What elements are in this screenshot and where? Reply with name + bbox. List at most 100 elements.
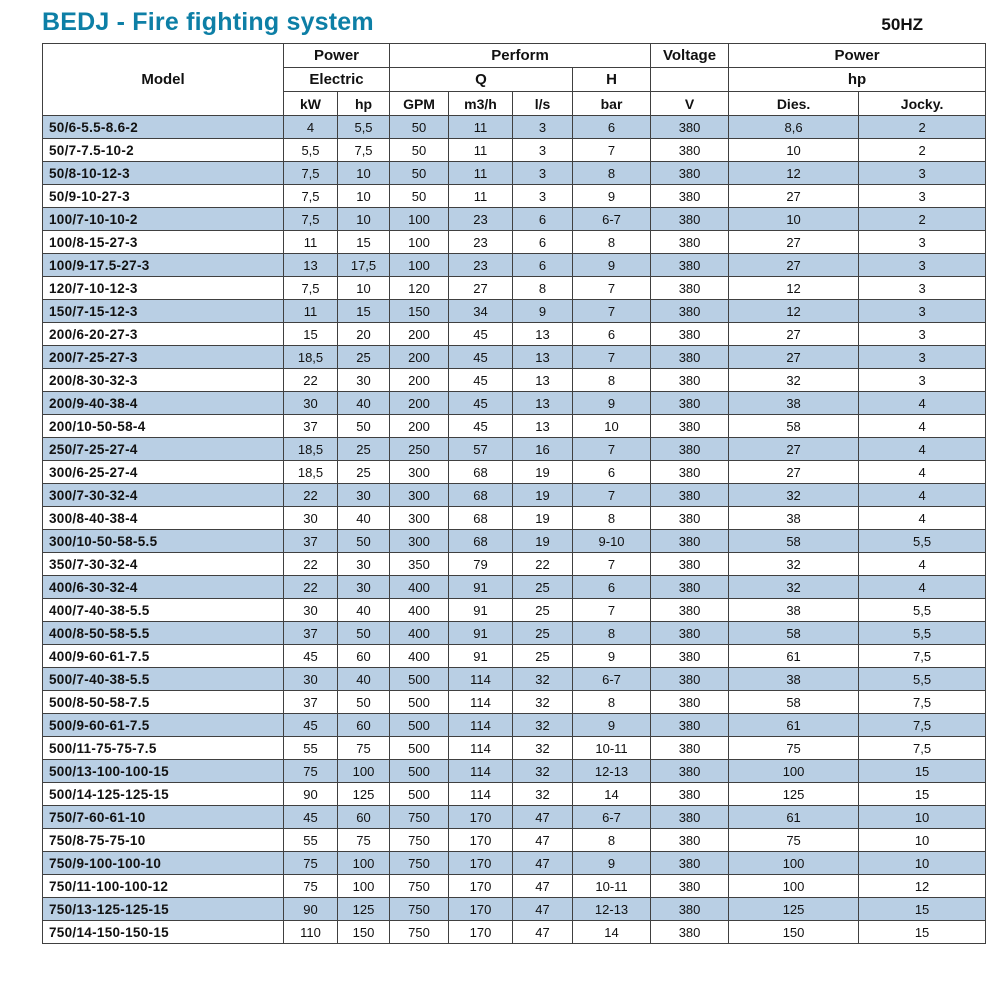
value-cell: 2	[858, 207, 987, 231]
value-cell: 6	[572, 460, 652, 484]
value-cell: 37	[283, 690, 338, 714]
value-cell: 5,5	[858, 529, 987, 553]
value-cell: 75	[336, 828, 391, 852]
value-cell: 4	[858, 483, 987, 507]
value-cell: 50	[389, 161, 450, 185]
model-cell: 200/10-50-58-4	[42, 414, 284, 438]
table-row: 500/11-75-75-7.5 55 75 500 114 32 10-11 380 75 7,…	[42, 736, 987, 760]
value-cell: 47	[512, 920, 574, 944]
table-row: 750/11-100-100-12 75 100 750 170 47 10-11 380 10…	[42, 874, 987, 898]
value-cell: 114	[448, 667, 514, 691]
value-cell: 380	[650, 437, 730, 461]
model-cell: 200/8-30-32-3	[42, 368, 284, 392]
table-row: 250/7-25-27-4 18,5 25 250 57 16 7 380 27 4	[42, 437, 987, 461]
header-row-1: Model Power Perform Voltage Power	[42, 43, 987, 116]
value-cell: 4	[858, 575, 987, 599]
value-cell: 500	[389, 713, 450, 737]
value-cell: 380	[650, 414, 730, 438]
value-cell: 91	[448, 621, 514, 645]
value-cell: 8,6	[728, 115, 860, 139]
value-cell: 380	[650, 483, 730, 507]
value-cell: 400	[389, 621, 450, 645]
value-cell: 8	[572, 506, 652, 530]
value-cell: 32	[512, 759, 574, 783]
value-cell: 5,5	[858, 621, 987, 645]
table-row: 50/6-5.5-8.6-2 4 5,5 50 11 3 6 380 8,6 2	[42, 115, 987, 139]
value-cell: 30	[283, 506, 338, 530]
value-cell: 380	[650, 138, 730, 162]
value-cell: 380	[650, 184, 730, 208]
value-cell: 380	[650, 391, 730, 415]
value-cell: 7,5	[858, 713, 987, 737]
value-cell: 380	[650, 782, 730, 806]
value-cell: 380	[650, 920, 730, 944]
value-cell: 45	[283, 713, 338, 737]
table-row: 750/9-100-100-10 75 100 750 170 47 9 380 100 10	[42, 851, 987, 875]
value-cell: 100	[336, 759, 391, 783]
value-cell: 20	[336, 322, 391, 346]
table-row: 50/7-7.5-10-2 5,5 7,5 50 11 3 7 380 10 2	[42, 138, 987, 162]
col-header-voltage-spacer	[650, 67, 730, 92]
value-cell: 9	[572, 391, 652, 415]
model-cell: 400/9-60-61-7.5	[42, 644, 284, 668]
value-cell: 100	[389, 230, 450, 254]
value-cell: 22	[283, 575, 338, 599]
model-cell: 150/7-15-12-3	[42, 299, 284, 323]
value-cell: 4	[858, 552, 987, 576]
value-cell: 9-10	[572, 529, 652, 553]
page: BEDJ - Fire fighting system 50HZ Model P…	[42, 8, 987, 944]
col-header-power-electric-top: Power	[282, 43, 391, 68]
col-header-jocky: Jocky.	[858, 91, 987, 116]
table-row: 300/6-25-27-4 18,5 25 300 68 19 6 380 27 4	[42, 460, 987, 484]
value-cell: 7	[572, 276, 652, 300]
value-cell: 10-11	[572, 736, 652, 760]
table-row: 750/13-125-125-15 90 125 750 170 47 12-13 380 12…	[42, 897, 987, 921]
value-cell: 170	[448, 805, 514, 829]
value-cell: 8	[572, 690, 652, 714]
table-row: 100/8-15-27-3 11 15 100 23 6 8 380 27 3	[42, 230, 987, 254]
value-cell: 8	[572, 230, 652, 254]
table-row: 400/9-60-61-7.5 45 60 400 91 25 9 380 61 7,5	[42, 644, 987, 668]
value-cell: 3	[858, 299, 987, 323]
value-cell: 32	[728, 483, 860, 507]
value-cell: 500	[389, 782, 450, 806]
value-cell: 45	[448, 322, 514, 346]
value-cell: 10	[572, 414, 652, 438]
value-cell: 25	[336, 460, 391, 484]
value-cell: 114	[448, 690, 514, 714]
value-cell: 125	[728, 897, 860, 921]
value-cell: 170	[448, 897, 514, 921]
value-cell: 5,5	[283, 138, 338, 162]
value-cell: 22	[283, 552, 338, 576]
value-cell: 68	[448, 506, 514, 530]
value-cell: 7,5	[283, 184, 338, 208]
value-cell: 13	[512, 391, 574, 415]
value-cell: 30	[336, 368, 391, 392]
value-cell: 750	[389, 920, 450, 944]
value-cell: 380	[650, 207, 730, 231]
value-cell: 12	[858, 874, 987, 898]
value-cell: 6-7	[572, 805, 652, 829]
value-cell: 3	[858, 253, 987, 277]
value-cell: 37	[283, 621, 338, 645]
value-cell: 750	[389, 897, 450, 921]
value-cell: 27	[728, 230, 860, 254]
value-cell: 45	[283, 805, 338, 829]
model-cell: 300/10-50-58-5.5	[42, 529, 284, 553]
value-cell: 27	[728, 184, 860, 208]
value-cell: 380	[650, 299, 730, 323]
value-cell: 9	[572, 851, 652, 875]
col-header-model: Model	[42, 43, 284, 116]
value-cell: 7,5	[858, 690, 987, 714]
value-cell: 6	[572, 115, 652, 139]
value-cell: 8	[572, 368, 652, 392]
value-cell: 38	[728, 391, 860, 415]
value-cell: 32	[728, 552, 860, 576]
value-cell: 4	[858, 414, 987, 438]
value-cell: 32	[512, 782, 574, 806]
col-header-ls: l/s	[512, 91, 574, 116]
model-cell: 750/8-75-75-10	[42, 828, 284, 852]
value-cell: 18,5	[283, 345, 338, 369]
value-cell: 12	[728, 161, 860, 185]
value-cell: 9	[572, 253, 652, 277]
